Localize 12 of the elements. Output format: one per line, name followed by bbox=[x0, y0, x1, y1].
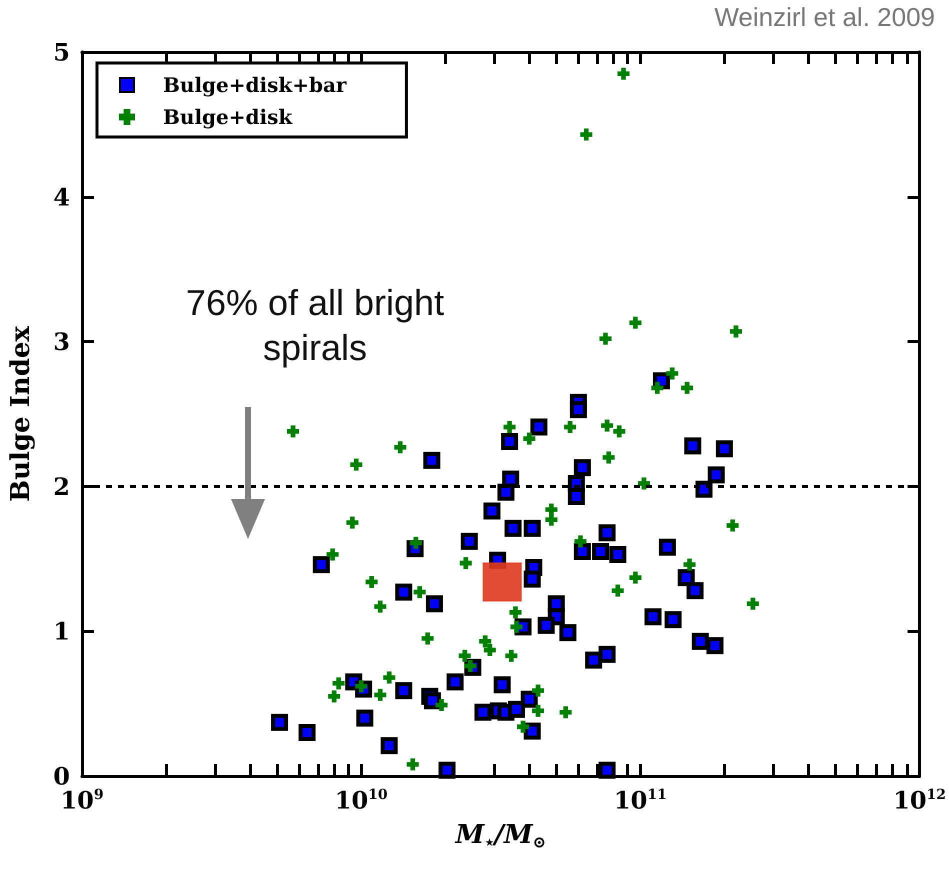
y-tick-label: 5 bbox=[53, 38, 70, 66]
y-tick-label: 4 bbox=[53, 182, 70, 212]
y-tick-label: 0 bbox=[53, 762, 70, 790]
legend-label: Bulge+disk+bar bbox=[163, 73, 347, 97]
y-tick-label: 3 bbox=[53, 327, 70, 356]
annotation: 76% of all bright spirals bbox=[184, 281, 446, 370]
y-tick-label: 2 bbox=[53, 472, 70, 501]
y-tick-label: 1 bbox=[53, 616, 70, 646]
text: Weinzirl et al. 2009 bbox=[714, 2, 935, 33]
x-axis-title: M⋆/M⊙ bbox=[454, 820, 546, 852]
y-axis-title: Bulge Index bbox=[6, 326, 36, 502]
legend-label: Bulge+disk bbox=[163, 105, 294, 129]
